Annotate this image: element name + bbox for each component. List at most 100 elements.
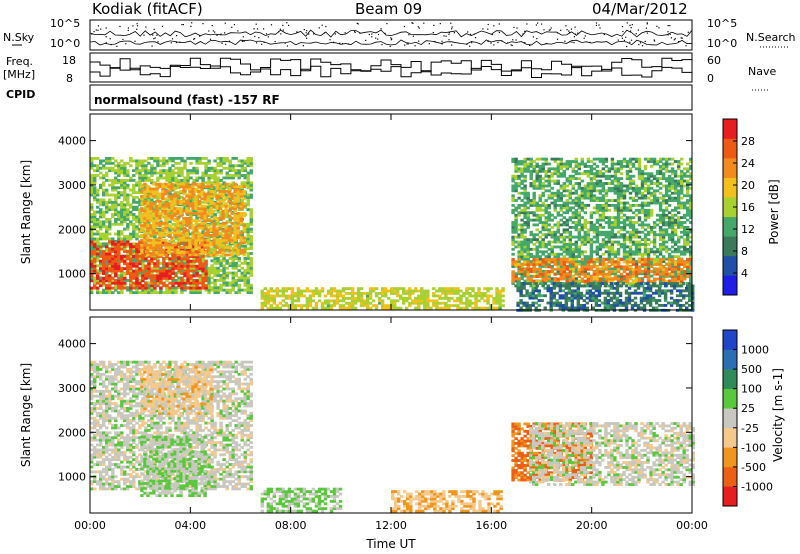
range-cell [126,210,130,214]
range-cell [526,257,530,261]
range-cell [185,221,189,225]
range-cell [520,240,524,244]
range-cell [155,190,159,193]
range-cell [195,288,199,292]
range-cell [523,255,527,259]
range-cell [240,164,244,168]
noise-dot [529,44,531,46]
range-cell [120,257,124,261]
range-cell [206,212,210,215]
range-cell [141,261,145,265]
range-cell [108,257,112,261]
range-cell [520,169,524,173]
noise-dot [573,42,575,44]
range-cell [225,259,229,263]
range-cell [129,213,133,216]
range-cell [179,185,183,189]
freq-traces [90,57,693,78]
range-cell [120,193,124,197]
freq-tick-top: 18 [62,54,76,67]
range-cell [177,281,181,285]
range-cell [198,257,202,261]
range-cell [562,223,567,227]
range-cell [541,228,545,232]
range-cell [526,201,530,205]
station-title: Kodiak (fitACF) [92,0,203,18]
noise-dot [487,28,489,30]
range-cell [577,199,582,202]
range-cell [583,206,588,210]
range-cell [177,255,181,258]
range-cell [577,196,582,200]
noise-dot [560,29,562,31]
range-cell [269,304,274,308]
range-cell [167,216,171,220]
range-cell [390,301,394,305]
range-cell [381,287,385,291]
noise-dot [635,33,637,35]
range-cell [246,230,250,234]
range-cell [231,259,235,263]
range-cell [90,230,94,234]
range-cell [432,299,436,303]
range-cell [191,234,195,237]
range-cell [173,207,177,210]
range-cell [210,174,214,177]
range-cell [438,296,442,300]
range-cell [547,247,551,251]
range-cell [408,296,412,300]
range-cell [207,281,211,285]
range-cell [408,289,412,293]
range-cell [520,162,524,166]
range-cell [108,200,112,204]
range-cell [562,235,567,239]
range-cell [239,219,243,223]
range-cell [126,264,130,268]
range-cell [105,193,109,197]
range-cell [206,192,210,196]
range-cell [203,234,207,237]
range-cell [601,269,606,273]
range-cell [231,281,235,285]
range-cell [571,279,576,283]
range-cell [601,157,606,161]
range-cell [329,292,334,295]
range-cell [565,189,570,193]
range-cell [574,182,579,185]
range-cell [143,236,147,240]
range-cell [153,277,157,280]
range-cell [520,235,524,239]
range-cell [192,281,196,285]
range-cell [135,281,139,285]
range-cell [144,176,148,180]
range-cell [565,194,570,198]
range-cell [164,182,168,186]
range-cell [550,191,554,195]
range-cell [213,257,217,260]
range-cell [173,231,177,235]
range-cell [574,235,579,239]
range-cell [117,213,121,216]
range-cell [302,304,307,308]
range-cell [544,233,548,237]
range-cell [195,281,199,285]
range-cell [114,267,118,271]
range-cell [589,255,594,259]
noise-dot [513,26,515,28]
range-cell [129,259,133,263]
range-cell [246,257,250,260]
freq-trace [90,57,693,73]
noise-dot [286,45,288,47]
range-cell [140,194,144,198]
range-cell [586,282,591,285]
range-cell [426,301,430,305]
noise-dot [595,22,598,24]
range-cell [182,251,186,254]
noise-dot [134,40,136,42]
range-cell [120,181,124,185]
range-cell [224,204,228,208]
noise-dot [288,24,290,26]
range-cell [173,197,177,201]
range-cell [396,299,400,303]
range-cell [114,252,118,256]
